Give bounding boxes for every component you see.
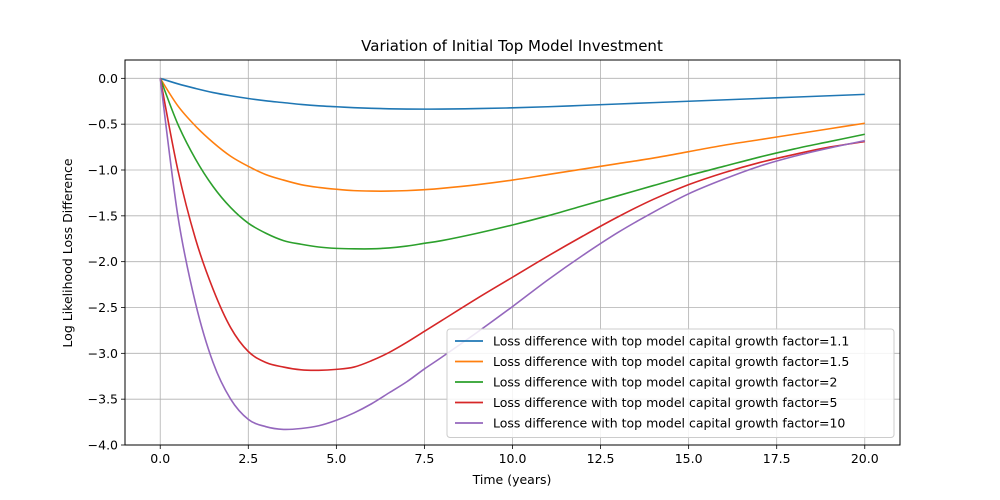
series-line-1 — [159, 77, 865, 110]
y-tick-label: 0.0 — [98, 71, 118, 86]
x-axis-label: Time (years) — [472, 472, 552, 487]
x-tick-label: 12.5 — [587, 451, 615, 466]
series-line-2 — [159, 77, 865, 192]
y-tick-label: −4.0 — [88, 438, 118, 453]
x-axis-ticks: 0.0 2.5 5.0 7.5 10.0 12.5 15.0 17.5 20.0 — [150, 445, 879, 466]
x-tick-label: 7.5 — [414, 451, 434, 466]
x-tick-label: 20.0 — [851, 451, 879, 466]
y-tick-label: −0.5 — [88, 117, 118, 132]
y-tick-label: −2.0 — [88, 254, 118, 269]
legend-box — [446, 328, 895, 438]
y-tick-label: −3.5 — [88, 392, 118, 407]
legend-label: Loss difference with top model capital g… — [493, 395, 837, 410]
x-tick-label: 5.0 — [326, 451, 346, 466]
y-axis-ticks: 0.0 −0.5 −1.0 −1.5 −2.0 −2.5 −3.0 −3.5 −4.0 — [88, 71, 125, 453]
legend-label: Loss difference with top model capital g… — [493, 354, 849, 369]
x-tick-label: 10.0 — [499, 451, 527, 466]
legend: Loss difference with top model capital g… — [446, 328, 895, 438]
y-tick-label: −2.5 — [88, 300, 118, 315]
series-line-3 — [159, 78, 865, 250]
y-tick-label: −1.0 — [88, 163, 118, 178]
legend-label: Loss difference with top model capital g… — [493, 416, 845, 431]
series-line-5 — [159, 78, 865, 431]
y-tick-label: −1.5 — [88, 208, 118, 223]
y-tick-label: −3.0 — [88, 346, 118, 361]
series-group — [159, 77, 865, 431]
y-axis-label: Log Likelihood Loss Difference — [60, 158, 75, 347]
chart-title: Variation of Initial Top Model Investmen… — [361, 37, 663, 55]
x-tick-label: 2.5 — [238, 451, 258, 466]
legend-label: Loss difference with top model capital g… — [493, 375, 837, 390]
series-line-4 — [159, 78, 865, 372]
x-tick-label: 17.5 — [763, 451, 791, 466]
x-tick-label: 0.0 — [150, 451, 170, 466]
x-tick-label: 15.0 — [675, 451, 703, 466]
legend-label: Loss difference with top model capital g… — [493, 334, 849, 349]
